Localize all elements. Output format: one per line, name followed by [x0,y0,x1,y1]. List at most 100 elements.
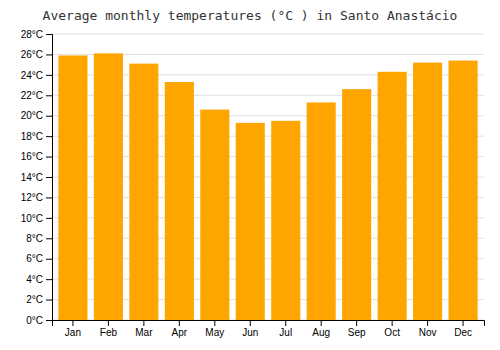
y-tick-mark [46,54,52,55]
title: Average monthly temperatures (°C ) in Sa… [43,8,458,23]
x-tick-mark [463,320,464,326]
y-tick-mark [46,177,52,178]
x-tick: Oct [384,320,400,338]
x-tick-label: Jan [65,327,81,338]
y-tick: 20°C [21,110,52,121]
y-tick-mark [46,218,52,219]
bar [378,72,407,320]
y-tick-label: 24°C [21,70,43,81]
y-tick-label: 12°C [21,192,43,203]
y-tick: 4°C [26,274,52,285]
y-tick-mark [46,320,52,321]
bar [236,123,265,320]
x-tick-label: Aug [312,327,330,338]
y-tick-label: 2°C [26,294,43,305]
bar [58,55,87,320]
x-tick: Feb [100,320,118,338]
x-tick-mark [321,320,322,326]
grid-line [52,34,484,35]
y-tick-mark [46,259,52,260]
x-tick-mark [250,320,251,326]
bar [449,61,478,320]
x-axis: Jan Feb Mar Apr May Jun Jul Aug Sep Oct Nov Dec [53,320,485,338]
x-tick: Nov [419,320,437,338]
y-tick-mark [46,197,52,198]
y-tick: 26°C [21,49,52,60]
y-tick: 24°C [21,70,52,81]
y-tick: 16°C [21,151,52,162]
x-tick: Dec [454,320,472,338]
bars [58,53,477,320]
bar [342,89,371,320]
x-tick-label: Jul [279,327,292,338]
y-tick: 12°C [21,192,52,203]
y-tick-mark [46,300,52,301]
x-tick-mark [108,320,109,326]
x-tick-label: Nov [419,327,437,338]
x-tick: Jun [242,320,258,338]
y-tick-label: 8°C [26,233,43,244]
y-tick: 14°C [21,172,52,183]
y-tick-label: 6°C [26,253,43,264]
x-tick: May [205,320,224,338]
x-tick: Jul [279,320,292,338]
y-tick-mark [46,136,52,137]
y-tick-label: 22°C [21,90,43,101]
y-tick: 28°C [21,29,52,40]
bar [200,110,229,320]
chart: Average monthly temperatures (°C ) in Sa… [0,0,500,350]
x-tick-label: Mar [135,327,153,338]
x-tick-mark [214,320,215,326]
bar [271,121,300,320]
x-tick-label: Feb [100,327,118,338]
bar [413,63,442,320]
x-tick: Apr [172,320,188,338]
y-tick-label: 20°C [21,110,43,121]
y-tick: 2°C [26,294,52,305]
bar [165,82,194,320]
x-tick-label: Sep [348,327,366,338]
bar [129,64,158,320]
y-tick: 8°C [26,233,52,244]
x-tick-label: Oct [384,327,400,338]
x-tick-label: May [205,327,224,338]
plot: 0°C 2°C 4°C 6°C 8°C 10°C 12°C 14°C 16°C 18°C 20°C 2… [21,29,485,338]
y-tick-label: 26°C [21,49,43,60]
x-tick-mark [143,320,144,326]
x-tick: Jan [65,320,81,338]
x-tick: Aug [312,320,330,338]
y-tick-label: 0°C [26,315,43,326]
y-tick-label: 16°C [21,151,43,162]
x-tick-mark [356,320,357,326]
y-tick-label: 18°C [21,131,43,142]
y-tick-mark [46,75,52,76]
y-tick-label: 4°C [26,274,43,285]
y-axis: 0°C 2°C 4°C 6°C 8°C 10°C 12°C 14°C 16°C 18°C 20°C 2… [21,29,53,326]
y-tick: 22°C [21,90,52,101]
y-tick-label: 14°C [21,172,43,183]
y-tick-mark [46,34,52,35]
x-tick: Sep [348,320,366,338]
x-tick-mark [392,320,393,326]
x-tick: Mar [135,320,153,338]
x-tick-mark [427,320,428,326]
y-tick: 0°C [26,315,52,326]
y-tick: 18°C [21,131,52,142]
y-axis-line [46,35,53,321]
y-tick-mark [46,157,52,158]
x-tick-mark [285,320,286,326]
x-tick-mark [179,320,180,326]
y-tick-label: 28°C [21,29,43,40]
y-tick-mark [46,238,52,239]
bar [94,53,123,320]
y-tick-label: 10°C [21,213,43,224]
y-tick-mark [46,279,52,280]
y-tick: 10°C [21,213,52,224]
y-tick-mark [46,116,52,117]
y-tick: 6°C [26,253,52,264]
x-axis-line [53,321,485,327]
bar [307,102,336,320]
x-tick-label: Jun [242,327,258,338]
y-tick-mark [46,95,52,96]
x-tick-label: Dec [454,327,472,338]
